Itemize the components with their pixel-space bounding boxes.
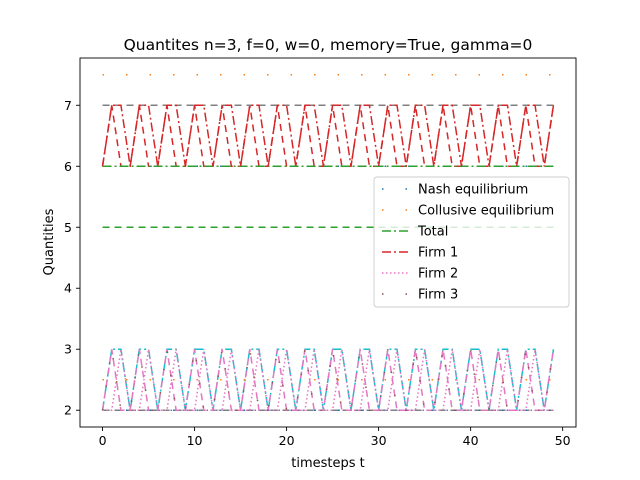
y-tick-label: 6 (64, 159, 72, 174)
y-tick-label: 3 (64, 342, 72, 357)
legend-entry: Firm 3 (418, 288, 458, 303)
y-tick-label: 2 (64, 403, 72, 418)
y-tick-label: 4 (64, 281, 72, 296)
legend-entry: Total (417, 225, 448, 240)
plot-area (101, 74, 555, 411)
legend: Nash equilibrium Collusive equilibrium Tot… (373, 176, 570, 308)
x-tick-label: 30 (371, 433, 387, 448)
legend-entry: Firm 1 (418, 246, 458, 261)
x-tick-label: 10 (187, 433, 203, 448)
y-tick-label: 7 (64, 98, 72, 113)
legend-entry: Nash equilibrium (418, 183, 528, 198)
series-line-firm-2 (102, 349, 554, 411)
legend-box (373, 176, 570, 308)
y-axis-label: Quantities (42, 208, 57, 275)
x-tick-label: 50 (555, 433, 571, 448)
x-tick-label: 20 (279, 433, 295, 448)
y-tick-label: 5 (64, 220, 72, 235)
legend-entry: Collusive equilibrium (418, 204, 554, 219)
legend-entry: Firm 2 (418, 267, 458, 282)
x-axis-label: timesteps t (291, 456, 365, 471)
x-tick-label: 40 (463, 433, 479, 448)
x-tick-label: 0 (99, 433, 107, 448)
extra-line-1 (101, 348, 555, 411)
chart-title: Quantites n=3, f=0, w=0, memory=True, ga… (124, 36, 533, 54)
axes-frame (79, 57, 577, 428)
series-line-firm-1 (101, 104, 555, 167)
extra-line-4 (101, 349, 555, 411)
